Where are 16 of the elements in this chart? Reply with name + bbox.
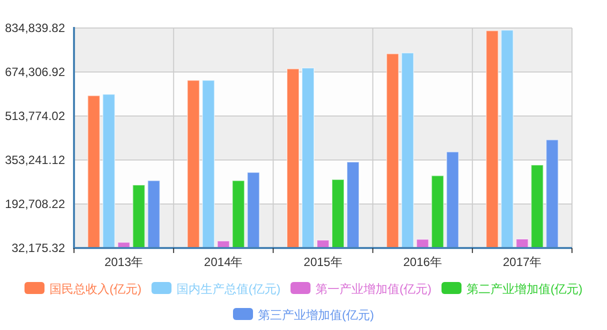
y-tick-label: 192,708.22 [4,197,66,211]
legend-label: 第二产业增加值(亿元) [466,282,582,296]
y-tick-label: 513,774.02 [4,109,66,123]
y-tick-label: 834,839.82 [4,21,66,35]
legend-label: 国民总收入(亿元) [50,282,142,296]
x-tick-label: 2016年 [403,255,442,269]
legend-label: 第三产业增加值(亿元) [258,308,374,322]
y-tick-label: 32,175.32 [12,241,66,255]
x-tick-label: 2015年 [304,255,342,269]
y-tick-label: 674,306.92 [4,65,66,79]
x-tick-label: 2014年 [204,255,243,269]
y-tick-label: 353,241.12 [4,153,66,167]
legend-label: 第一产业增加值(亿元) [316,282,432,296]
x-tick-label: 2013年 [104,255,144,269]
legend-label: 国内生产总值(亿元) [176,282,280,296]
x-tick-label: 2017年 [502,255,542,269]
